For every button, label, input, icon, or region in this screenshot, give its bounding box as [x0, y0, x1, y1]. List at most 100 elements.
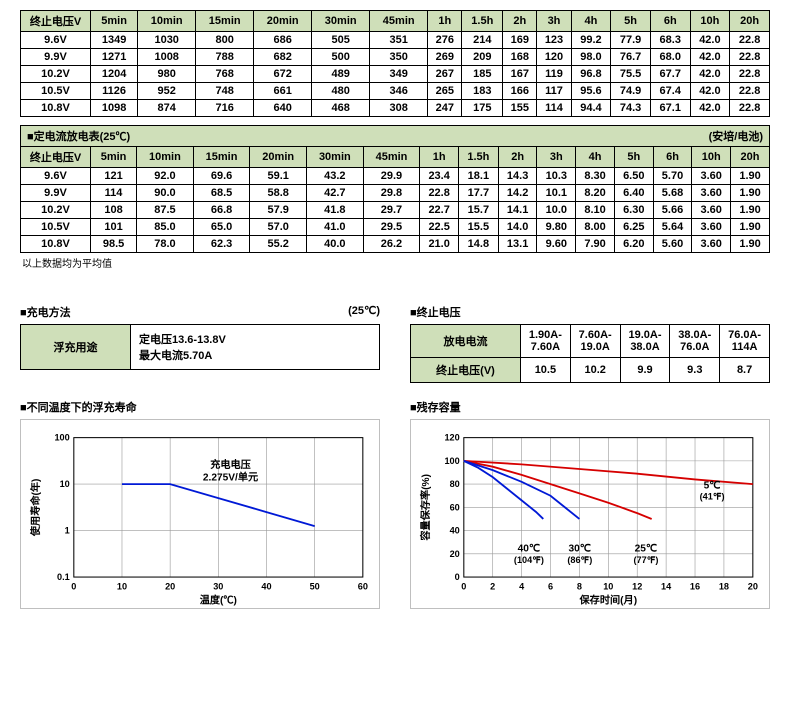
svg-text:100: 100	[444, 455, 459, 465]
table-cell: 67.7	[650, 65, 690, 82]
svg-text:60: 60	[450, 502, 460, 512]
table-cell: 3.60	[692, 184, 731, 201]
table-cell: 15.7	[459, 201, 499, 218]
table-cell: 10.2V	[21, 201, 91, 218]
table-cell: 98.0	[571, 48, 611, 65]
table-cell: 209	[462, 48, 503, 65]
table-cell: 41.0	[307, 218, 364, 235]
col-header: 10h	[690, 10, 730, 31]
svg-text:(104℉): (104℉)	[514, 554, 544, 564]
charge-current-line: 最大电流5.70A	[139, 347, 371, 363]
svg-text:使用寿命(年): 使用寿命(年)	[29, 478, 42, 537]
table-cell: 952	[138, 82, 196, 99]
table-cell: 1.90	[731, 167, 770, 184]
col-header: 2h	[503, 10, 537, 31]
table-cell: 7.90	[576, 235, 615, 252]
remaining-capacity-chart: 020406080100120024681012141618205℃(41℉)2…	[410, 419, 770, 609]
table-cell: 6.30	[614, 201, 653, 218]
table-cell: 661	[254, 82, 312, 99]
amp-table-unit: (安培/电池)	[709, 128, 769, 144]
table-cell: 29.7	[363, 201, 420, 218]
table-cell: 468	[312, 99, 370, 116]
svg-text:120: 120	[444, 432, 459, 442]
table-cell: 9.60	[537, 235, 576, 252]
svg-text:40: 40	[261, 581, 271, 591]
table-cell: 21.0	[420, 235, 459, 252]
col-header: 1h	[420, 146, 459, 167]
table-cell: 96.8	[571, 65, 611, 82]
svg-text:0: 0	[455, 572, 460, 582]
current-range-cell: 76.0A- 114A	[720, 324, 770, 357]
col-header: 3h	[537, 10, 571, 31]
table-cell: 6.25	[614, 218, 653, 235]
table-cell: 22.8	[730, 31, 770, 48]
table-cell: 87.5	[137, 201, 194, 218]
table-cell: 55.2	[250, 235, 307, 252]
svg-text:10: 10	[603, 581, 613, 591]
charging-table: 浮充用途 定电压13.6-13.8V 最大电流5.70A	[20, 324, 380, 370]
table-cell: 267	[428, 65, 462, 82]
svg-text:20: 20	[450, 548, 460, 558]
svg-text:0.1: 0.1	[57, 572, 70, 582]
svg-text:2.275V/单元: 2.275V/单元	[203, 470, 258, 483]
col-header: 1.5h	[459, 146, 499, 167]
table-cell: 5.60	[653, 235, 692, 252]
col-header: 1.5h	[462, 10, 503, 31]
table-cell: 41.8	[307, 201, 364, 218]
col-header: 1h	[428, 10, 462, 31]
table-cell: 1008	[138, 48, 196, 65]
table-cell: 5.70	[653, 167, 692, 184]
table-cell: 66.8	[193, 201, 250, 218]
amp-table-title: ■定电流放电表(25℃)	[27, 128, 130, 144]
table-cell: 1.90	[731, 235, 770, 252]
table-cell: 3.60	[692, 167, 731, 184]
table-cell: 265	[428, 82, 462, 99]
svg-text:12: 12	[632, 581, 642, 591]
table-cell: 108	[91, 201, 137, 218]
table-cell: 276	[428, 31, 462, 48]
col-header: 4h	[576, 146, 615, 167]
col-header: 30min	[307, 146, 364, 167]
table-cell: 166	[503, 82, 537, 99]
table-cell: 68.0	[650, 48, 690, 65]
table-cell: 768	[196, 65, 254, 82]
table-cell: 5.68	[653, 184, 692, 201]
table-cell: 480	[312, 82, 370, 99]
table-cell: 29.9	[363, 167, 420, 184]
table-cell: 114	[537, 99, 571, 116]
table-cell: 349	[370, 65, 428, 82]
table-cell: 57.9	[250, 201, 307, 218]
table-cell: 800	[196, 31, 254, 48]
table-cell: 114	[91, 184, 137, 201]
table-cell: 1271	[91, 48, 138, 65]
table-cell: 183	[462, 82, 503, 99]
table-cell: 10.2V	[21, 65, 91, 82]
end-voltage-cell: 10.2	[570, 357, 620, 382]
table-cell: 1.90	[731, 218, 770, 235]
table-cell: 9.9V	[21, 184, 91, 201]
chart2-heading: ■残存容量	[410, 399, 770, 415]
svg-text:2: 2	[490, 581, 495, 591]
table-cell: 67.1	[650, 99, 690, 116]
table-cell: 15.5	[459, 218, 499, 235]
table-cell: 98.5	[91, 235, 137, 252]
table-cell: 8.20	[576, 184, 615, 201]
svg-text:(86℉): (86℉)	[567, 554, 592, 564]
svg-text:50: 50	[310, 581, 320, 591]
table-cell: 67.4	[650, 82, 690, 99]
table-cell: 489	[312, 65, 370, 82]
svg-text:温度(℃): 温度(℃)	[200, 593, 237, 605]
svg-text:(77℉): (77℉)	[633, 554, 658, 564]
table-cell: 1030	[138, 31, 196, 48]
end-voltage-cell: 9.9	[620, 357, 670, 382]
table-cell: 640	[254, 99, 312, 116]
table-cell: 214	[462, 31, 503, 48]
table-cell: 8.00	[576, 218, 615, 235]
svg-text:6: 6	[548, 581, 553, 591]
table-cell: 672	[254, 65, 312, 82]
table-cell: 10.8V	[21, 235, 91, 252]
charge-voltage-line: 定电压13.6-13.8V	[139, 331, 371, 347]
svg-text:5℃: 5℃	[704, 480, 721, 491]
table-cell: 94.4	[571, 99, 611, 116]
col-header: 5h	[614, 146, 653, 167]
